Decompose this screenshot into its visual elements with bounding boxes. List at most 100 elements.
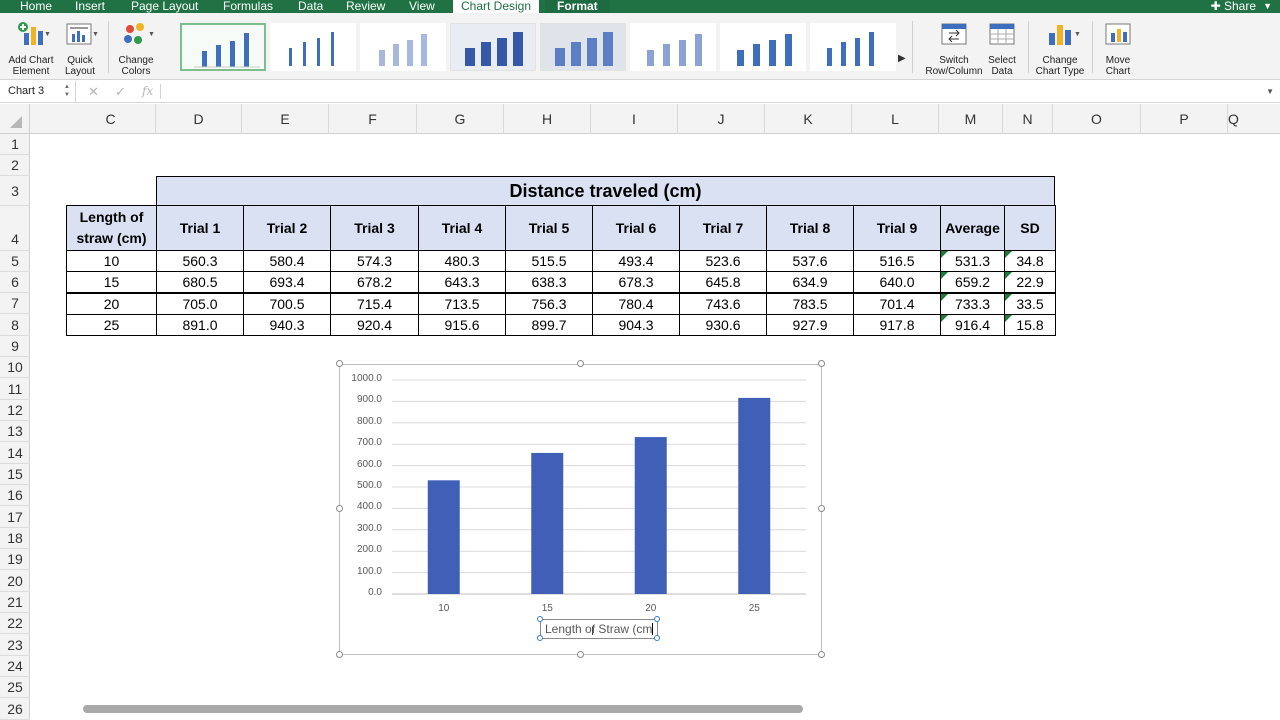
change-colors-button[interactable]: ▼ Change Colors <box>116 21 156 77</box>
insert-function-icon[interactable]: fx <box>142 84 154 98</box>
column-header-d[interactable]: D <box>156 104 242 134</box>
trial-cell[interactable]: 480.3 <box>418 250 506 272</box>
chart-3[interactable]: Length of Straw (cm I 0.0 100.0 200.0 300.0… <box>339 364 822 655</box>
header-cell-trial-7[interactable]: Trial 7 <box>679 205 767 251</box>
trial-cell[interactable]: 891.0 <box>156 314 244 336</box>
trial-cell[interactable]: 693.4 <box>243 271 331 293</box>
trial-cell[interactable]: 940.3 <box>243 314 331 336</box>
row-header-21[interactable]: 21 <box>0 592 30 613</box>
chart-resize-handle[interactable] <box>336 505 343 512</box>
column-header-n[interactable]: N <box>1003 104 1053 134</box>
length-cell[interactable]: 15 <box>66 271 157 293</box>
select-all-button[interactable] <box>0 104 30 134</box>
column-header-f[interactable]: F <box>329 104 417 134</box>
column-header-i[interactable]: I <box>591 104 678 134</box>
tab-page-layout[interactable]: Page Layout <box>131 0 199 13</box>
horizontal-scrollbar[interactable] <box>83 705 803 713</box>
tab-view[interactable]: View <box>409 0 435 13</box>
trial-cell[interactable]: 515.5 <box>505 250 593 272</box>
formula-input[interactable] <box>170 81 1250 102</box>
tab-data[interactable]: Data <box>298 0 324 13</box>
length-header-cell[interactable]: Length of straw (cm) <box>66 205 157 251</box>
error-indicator-icon[interactable] <box>1005 272 1012 279</box>
error-indicator-icon[interactable] <box>941 315 948 322</box>
row-header-6[interactable]: 6 <box>0 272 30 293</box>
chart-resize-handle[interactable] <box>818 651 825 658</box>
trial-cell[interactable]: 705.0 <box>156 293 244 315</box>
length-cell[interactable]: 25 <box>66 314 157 336</box>
x-axis-title-box[interactable]: Length of Straw (cm I <box>540 619 658 639</box>
header-cell-trial-6[interactable]: Trial 6 <box>592 205 680 251</box>
trial-cell[interactable]: 634.9 <box>766 271 854 293</box>
trial-cell[interactable]: 493.4 <box>592 250 680 272</box>
chart-resize-handle[interactable] <box>577 360 584 367</box>
trial-cell[interactable]: 715.4 <box>330 293 419 315</box>
trial-cell[interactable]: 783.5 <box>766 293 854 315</box>
chart-style-6[interactable] <box>630 23 716 71</box>
header-cell-trial-3[interactable]: Trial 3 <box>330 205 419 251</box>
row-header-26[interactable]: 26 <box>0 698 30 720</box>
quick-layout-button[interactable]: ▼ Quick Layout <box>60 21 100 77</box>
row-header-19[interactable]: 19 <box>0 549 30 570</box>
column-header-q[interactable]: Q <box>1228 104 1280 134</box>
tab-review[interactable]: Review <box>346 0 386 13</box>
move-chart-button[interactable]: Move Chart <box>1100 21 1136 77</box>
trial-cell[interactable]: 678.2 <box>330 271 419 293</box>
row-header-14[interactable]: 14 <box>0 442 30 464</box>
sd-cell[interactable]: 22.9 <box>1004 271 1056 293</box>
row-header-17[interactable]: 17 <box>0 506 30 528</box>
title-resize-handle[interactable] <box>537 616 543 622</box>
expand-formula-bar-icon[interactable]: ▼ <box>1266 87 1274 96</box>
trial-cell[interactable]: 560.3 <box>156 250 244 272</box>
title-resize-handle[interactable] <box>537 635 543 641</box>
chart-style-1[interactable] <box>180 23 266 71</box>
bar-15[interactable] <box>531 452 564 594</box>
column-header-c[interactable]: C <box>66 104 156 134</box>
chart-style-8[interactable] <box>810 23 896 71</box>
row-header-10[interactable]: 10 <box>0 357 30 378</box>
row-header-18[interactable]: 18 <box>0 528 30 549</box>
row-header-4[interactable]: 4 <box>0 206 30 251</box>
chart-style-5[interactable] <box>540 23 626 71</box>
trial-cell[interactable]: 930.6 <box>679 314 767 336</box>
header-cell-trial-9[interactable]: Trial 9 <box>853 205 941 251</box>
trial-cell[interactable]: 917.8 <box>853 314 941 336</box>
name-box-spinner-icon[interactable]: ▲ ▼ <box>64 84 70 98</box>
trial-cell[interactable]: 640.0 <box>853 271 941 293</box>
switch-row-column-button[interactable]: Switch Row/Column <box>925 21 983 77</box>
header-cell-sd[interactable]: SD <box>1004 205 1056 251</box>
column-header-g[interactable]: G <box>417 104 504 134</box>
title-resize-handle[interactable] <box>654 635 660 641</box>
row-header-2[interactable]: 2 <box>0 155 30 176</box>
trial-cell[interactable]: 700.5 <box>243 293 331 315</box>
table-title-cell[interactable]: Distance traveled (cm) <box>156 176 1055 206</box>
column-header-m[interactable]: M <box>939 104 1003 134</box>
row-header-23[interactable]: 23 <box>0 634 30 656</box>
trial-cell[interactable]: 780.4 <box>592 293 680 315</box>
chart-style-4[interactable] <box>450 23 536 71</box>
chart-style-7[interactable] <box>720 23 806 71</box>
share-button[interactable]: ✚ Share <box>1211 0 1256 13</box>
chart-resize-handle[interactable] <box>818 360 825 367</box>
header-cell-trial-1[interactable]: Trial 1 <box>156 205 244 251</box>
cancel-icon[interactable]: ✕ <box>88 84 99 99</box>
tab-chart-design[interactable]: Chart Design <box>453 0 540 13</box>
chart-resize-handle[interactable] <box>336 360 343 367</box>
trial-cell[interactable]: 680.5 <box>156 271 244 293</box>
bar-10[interactable] <box>427 480 460 594</box>
sd-cell[interactable]: 34.8 <box>1004 250 1056 272</box>
title-resize-handle[interactable] <box>654 616 660 622</box>
row-header-16[interactable]: 16 <box>0 485 30 506</box>
error-indicator-icon[interactable] <box>1005 294 1012 301</box>
row-header-24[interactable]: 24 <box>0 656 30 677</box>
trial-cell[interactable]: 638.3 <box>505 271 593 293</box>
trial-cell[interactable]: 537.6 <box>766 250 854 272</box>
trial-cell[interactable]: 643.3 <box>418 271 506 293</box>
row-header-22[interactable]: 22 <box>0 613 30 634</box>
error-indicator-icon[interactable] <box>1005 315 1012 322</box>
row-header-9[interactable]: 9 <box>0 336 30 357</box>
average-cell[interactable]: 531.3 <box>940 250 1005 272</box>
name-box[interactable]: Chart 3 ▲ ▼ <box>0 81 76 102</box>
chart-style-2[interactable] <box>270 23 356 71</box>
trial-cell[interactable]: 899.7 <box>505 314 593 336</box>
